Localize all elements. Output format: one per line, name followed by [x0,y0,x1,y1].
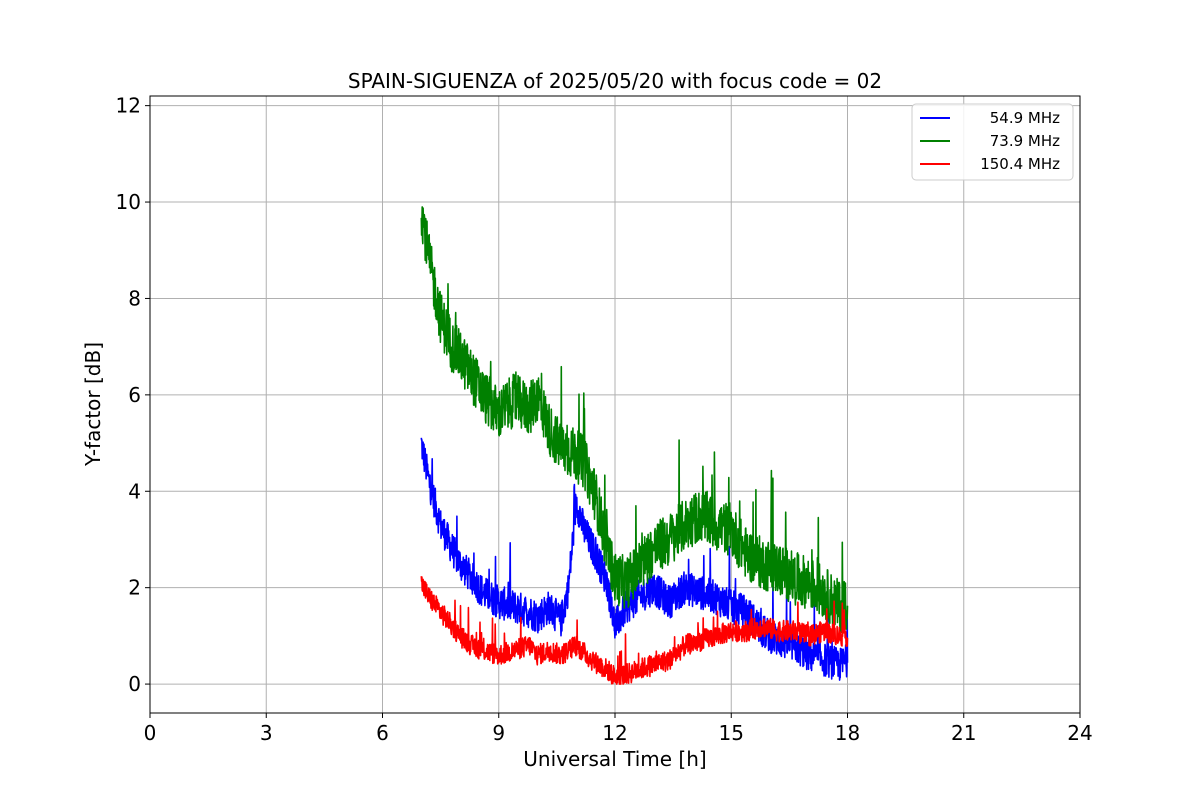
y-tick-label: 12 [116,94,141,118]
x-axis-ticks: 0 3 6 9 12 15 18 21 24 [144,713,1093,745]
x-tick-label: 21 [951,721,976,745]
x-tick-label: 24 [1067,721,1092,745]
legend-label: 73.9 MHz [990,132,1060,150]
x-tick-label: 3 [260,721,273,745]
x-tick-label: 9 [492,721,505,745]
x-tick-label: 0 [144,721,157,745]
grid-lines [149,96,1081,713]
legend: 54.9 MHz 73.9 MHz 150.4 MHz [911,103,1074,181]
y-tick-label: 8 [128,286,141,310]
legend-label: 150.4 MHz [980,155,1060,173]
y-axis-label: Y-factor [dB] [81,342,105,467]
y-tick-label: 2 [128,576,141,600]
y-tick-label: 4 [128,479,141,503]
series-lines [420,206,849,685]
legend-box [911,103,1074,181]
y-tick-label: 6 [128,383,141,407]
series-line-1 [420,206,849,634]
y-tick-label: 10 [116,190,141,214]
x-tick-label: 18 [835,721,860,745]
x-tick-label: 6 [376,721,389,745]
series-line-0 [420,437,849,681]
y-tick-label: 0 [128,672,141,696]
x-tick-label: 15 [719,721,744,745]
x-tick-label: 12 [602,721,627,745]
legend-label: 54.9 MHz [990,109,1060,127]
series-line-2 [420,576,849,685]
x-axis-label: Universal Time [h] [523,747,706,771]
chart-title: SPAIN-SIGUENZA of 2025/05/20 with focus … [348,69,882,93]
y-axis-ticks: 0 2 4 6 8 10 12 [116,94,150,696]
